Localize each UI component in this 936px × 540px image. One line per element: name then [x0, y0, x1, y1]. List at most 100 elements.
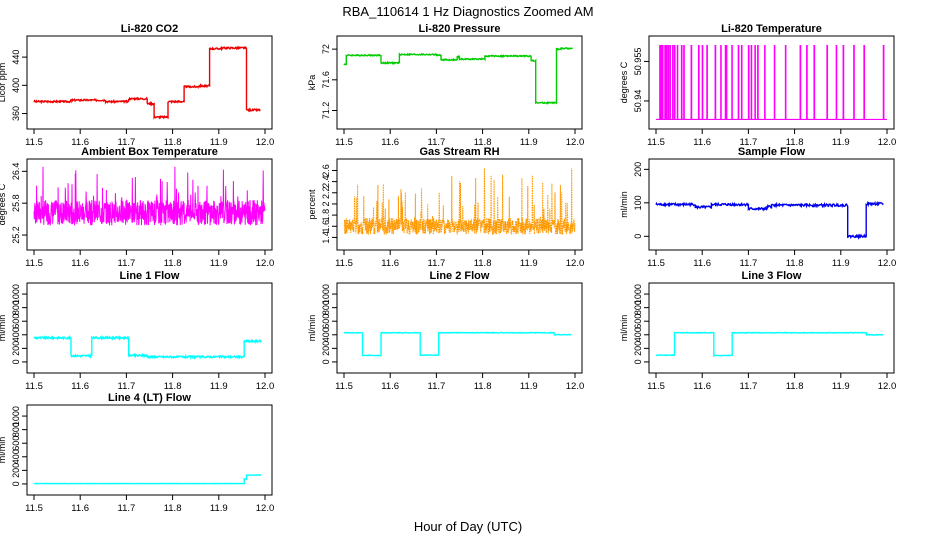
y-tick-label: 2.2 [321, 187, 331, 200]
y-axis-label: percent [307, 189, 317, 220]
x-tick-label: 11.8 [164, 137, 182, 148]
chart-title: Li-820 CO2 [121, 23, 178, 35]
chart-title: Line 3 Flow [742, 270, 802, 282]
x-tick-label: 11.6 [693, 137, 711, 148]
x-tick-label: 11.6 [71, 137, 89, 148]
x-tick-label: 11.5 [647, 381, 665, 392]
x-tick-label: 12.0 [256, 381, 275, 392]
x-tick-label: 11.6 [693, 381, 711, 392]
y-tick-label: 25.2 [11, 226, 21, 244]
x-tick-label: 11.7 [118, 258, 136, 269]
y-tick-label: 400 [11, 78, 21, 93]
x-tick-label: 11.8 [164, 258, 182, 269]
x-tick-label: 12.0 [566, 258, 585, 269]
chart-sample: Sample Flow ml/min 11.5 11.6 11.7 11.8 11.9 12.… [619, 146, 896, 269]
chart-title: Gas Stream RH [419, 146, 499, 158]
x-tick-label: 12.0 [878, 137, 897, 148]
y-tick-label: 600 [633, 314, 643, 329]
plot-frame [26, 404, 273, 496]
y-tick-label: 0 [321, 359, 331, 364]
x-tick-label: 11.6 [71, 503, 89, 514]
plot-frame [26, 158, 273, 251]
x-tick-label: 11.6 [71, 381, 89, 392]
chart-title: Line 1 Flow [120, 270, 180, 282]
y-tick-label: 200 [633, 341, 643, 356]
x-tick-label: 11.5 [25, 258, 43, 269]
x-tick-label: 11.5 [647, 258, 665, 269]
x-tick-label: 11.9 [832, 137, 850, 148]
y-tick-label: 71.2 [321, 102, 331, 120]
x-tick-label: 11.5 [647, 137, 665, 148]
x-tick-label: 11.7 [740, 381, 758, 392]
y-tick-label: 1000 [633, 284, 643, 304]
y-tick-label: 50.955 [633, 48, 643, 76]
y-tick-label: 600 [11, 314, 21, 329]
y-tick-label: 0 [633, 234, 643, 239]
y-axis-label: ml/min [307, 315, 317, 342]
x-tick-label: 11.9 [210, 503, 228, 514]
chart-title: Ambient Box Temperature [81, 146, 218, 158]
x-tick-label: 11.8 [474, 381, 492, 392]
plot-frame [648, 158, 895, 251]
y-tick-label: 1000 [11, 284, 21, 304]
series-pressure [343, 46, 573, 105]
y-tick-label: 400 [11, 327, 21, 342]
x-tick-label: 11.5 [25, 503, 43, 514]
y-axis-label: Licor ppm [0, 63, 7, 103]
y-tick-label: 71.6 [321, 71, 331, 89]
x-tick-label: 12.0 [256, 137, 275, 148]
x-tick-label: 11.7 [428, 381, 446, 392]
y-tick-label: 400 [321, 327, 331, 342]
y-tick-label: 800 [321, 300, 331, 315]
plot-frame [336, 35, 583, 130]
series-line3 [655, 331, 884, 358]
x-tick-label: 11.6 [693, 258, 711, 269]
plot-frame [26, 282, 273, 374]
x-tick-label: 11.7 [118, 503, 136, 514]
plot-frame [648, 35, 895, 130]
x-tick-label: 11.7 [118, 381, 136, 392]
y-tick-label: 600 [11, 436, 21, 451]
y-tick-label: 25.8 [11, 194, 21, 212]
y-tick-label: 2 [321, 201, 331, 206]
plot-frame [336, 158, 583, 251]
y-axis-label: ml/min [0, 437, 7, 464]
series-line1 [33, 334, 262, 360]
plot-frame [26, 35, 273, 130]
x-tick-label: 11.8 [474, 137, 492, 148]
chart-pressure: Li-820 Pressure kPa 11.5 11.6 11.7 11.8 11.9 12… [307, 23, 584, 148]
x-tick-label: 11.8 [164, 503, 182, 514]
x-tick-label: 11.7 [428, 137, 446, 148]
chart-title: Line 4 (LT) Flow [108, 392, 191, 404]
x-tick-label: 11.8 [164, 381, 182, 392]
chart-line2: Line 2 Flow ml/min 11.5 11.6 11.7 11.8 11.9 12.… [307, 270, 584, 392]
x-tick-label: 11.9 [520, 137, 538, 148]
series-line4 [33, 474, 262, 485]
chart-temperature: Li-820 Temperature degrees C 11.5 11.6 11.7 1… [619, 23, 896, 148]
x-tick-label: 11.9 [832, 381, 850, 392]
y-axis-label: degrees C [0, 183, 7, 225]
y-axis-label: degrees C [619, 61, 629, 103]
x-tick-label: 11.5 [335, 258, 353, 269]
x-tick-label: 11.7 [428, 258, 446, 269]
x-tick-label: 11.7 [118, 137, 136, 148]
y-axis-label: ml/min [619, 315, 629, 342]
y-tick-label: 400 [11, 449, 21, 464]
x-tick-label: 11.5 [335, 137, 353, 148]
x-tick-label: 11.9 [210, 381, 228, 392]
y-tick-label: 50.94 [633, 90, 643, 113]
x-tick-label: 11.8 [786, 381, 804, 392]
y-tick-label: 2.4 [321, 175, 331, 188]
y-axis-label: ml/min [619, 191, 629, 218]
chart-title: Line 2 Flow [430, 270, 490, 282]
y-tick-label: 600 [321, 314, 331, 329]
y-tick-label: 200 [11, 463, 21, 478]
y-tick-label: 2.6 [321, 164, 331, 177]
x-tick-label: 12.0 [878, 381, 897, 392]
figure-title: RBA_110614 1 Hz Diagnostics Zoomed AM [342, 4, 593, 19]
x-tick-label: 11.7 [740, 258, 758, 269]
x-tick-label: 11.7 [740, 137, 758, 148]
x-tick-label: 12.0 [566, 137, 585, 148]
y-tick-label: 0 [11, 481, 21, 486]
series-ambient [33, 166, 266, 226]
